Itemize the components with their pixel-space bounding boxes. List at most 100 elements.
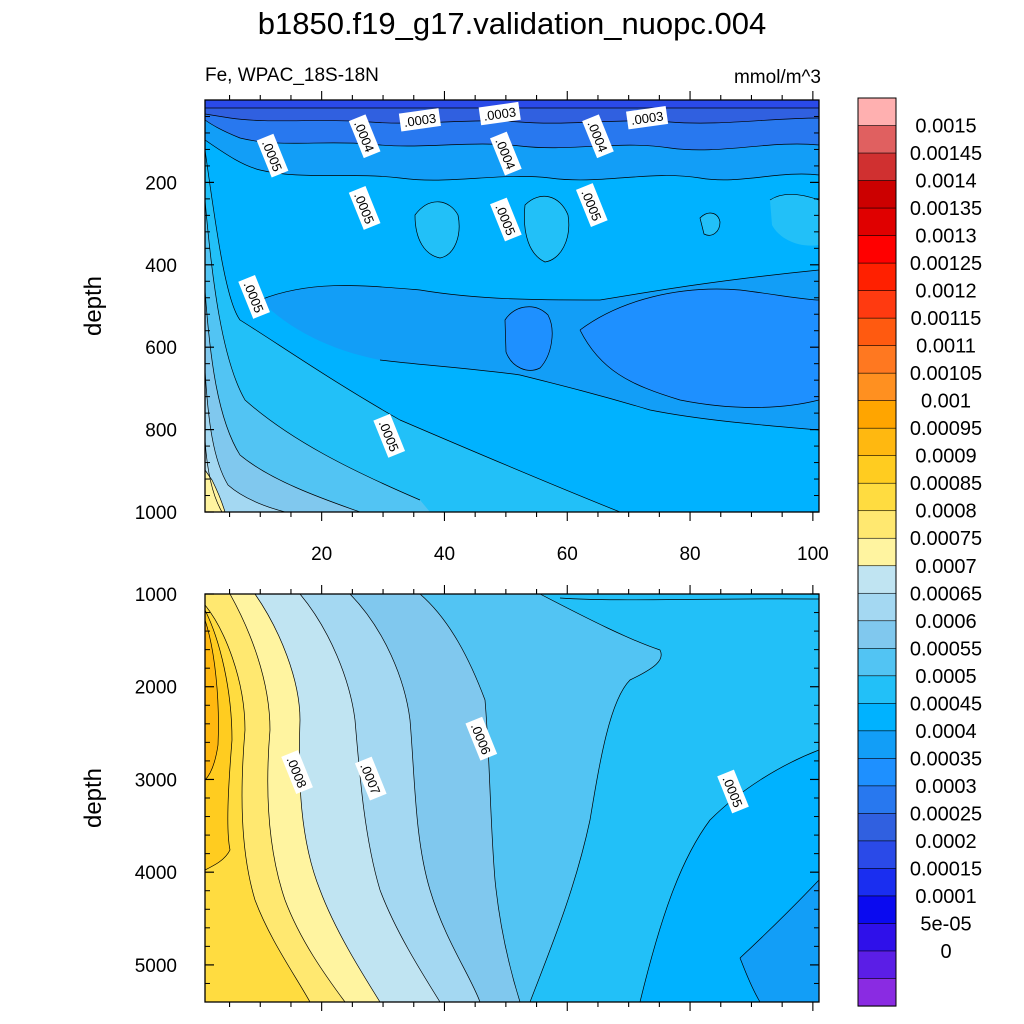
lower-axes: 1000 2000 3000 4000 5000 (135, 585, 819, 1011)
upper-fill-patch-d (700, 213, 720, 236)
upper-fill-deep-patch-mid (505, 306, 553, 371)
colorbar-label: 0.00145 (910, 143, 982, 165)
colorbar-swatch (857, 923, 897, 952)
contour-label-text: .0003 (630, 109, 664, 128)
x-tick-label: 40 (434, 544, 455, 565)
colorbar-label: 0.00115 (911, 308, 982, 330)
contour-label: .0003 (626, 106, 669, 130)
y-tick-label: 5000 (135, 956, 177, 977)
colorbar-label: 0.0011 (916, 336, 976, 358)
y-tick-label: 800 (145, 421, 177, 442)
colorbar-label: 0.00035 (910, 748, 982, 770)
colorbar-label: 0.0007 (915, 556, 976, 578)
contour-label: .0003 (398, 108, 441, 132)
colorbar-swatch (857, 895, 897, 925)
lower-contour-lines (205, 594, 819, 1002)
colorbar-swatch (857, 455, 897, 484)
colorbar-label: 0.00025 (910, 803, 982, 825)
contour-label-box (348, 114, 381, 159)
colorbar-label: 0.0004 (915, 721, 976, 743)
upper-axes: 200 400 600 800 1000 20 40 60 80 100 (135, 91, 829, 565)
colorbar-frame (857, 97, 897, 1007)
colorbar-swatch (857, 482, 897, 512)
colorbar-swatch (857, 400, 897, 429)
colorbar-swatch (857, 785, 897, 814)
colorbar-swatch (857, 290, 897, 319)
colorbar-label: 5e-05 (920, 913, 971, 935)
colorbar-swatch (857, 510, 897, 539)
colorbar-label: 0.0005 (915, 666, 976, 688)
colorbar-swatch (857, 592, 897, 622)
upper-fill-deeper-patch (580, 289, 819, 408)
upper-fill-patch-a (415, 201, 460, 258)
y-tick-label: 200 (145, 173, 177, 194)
contour-label: .0005 (348, 186, 381, 230)
colorbar-swatch (857, 97, 897, 127)
colorbar-swatch (857, 565, 897, 594)
colorbar-swatch (857, 317, 897, 347)
colorbar-label: 0.00065 (910, 583, 982, 605)
upper-fill-midblue-left (205, 200, 430, 512)
colorbar-label: 0.001 (921, 391, 971, 413)
colorbar-swatch (857, 730, 897, 759)
colorbar-label: 0.0008 (915, 501, 976, 523)
y-tick-label: 4000 (135, 863, 177, 884)
contour-label-text: .0003 (403, 111, 437, 130)
colorbar-label: 0.00055 (910, 638, 982, 660)
upper-panel: 200 400 600 800 1000 20 40 60 80 100 .0003 .0003 .0… (80, 91, 829, 565)
colorbar: 0.0015 0.00145 0.0014 0.00135 0.0013 0.00125 0… (857, 97, 982, 1007)
colorbar-label: 0.0003 (915, 776, 976, 798)
lower-fill-00085-band (205, 605, 310, 1002)
colorbar-swatch (857, 868, 897, 897)
colorbar-swatch (857, 950, 897, 980)
colorbar-label: 0.0015 (915, 116, 976, 138)
contour-label-box (490, 197, 522, 242)
chart-title: b1850.f19_g17.validation_nuopc.004 (257, 6, 767, 41)
colorbar-swatch (857, 235, 897, 264)
lower-y-axis-title: depth (80, 768, 107, 828)
colorbar-label: 0.0013 (915, 226, 976, 248)
variable-region-label: Fe, WPAC_18S-18N (205, 65, 379, 86)
colorbar-label: 0.00125 (910, 253, 982, 275)
units-label: mmol/m^3 (733, 67, 821, 88)
contour-label-box (478, 101, 521, 126)
contour-label-box (348, 186, 381, 230)
colorbar-label: 0.00135 (910, 198, 982, 220)
colorbar-label: 0.0014 (915, 171, 976, 193)
contour-label-box (281, 750, 313, 794)
contour-label-box (575, 183, 608, 227)
y-tick-label: 2000 (135, 678, 177, 699)
contour-label: .0003 (478, 101, 521, 126)
colorbar-label: 0.00045 (910, 693, 982, 715)
colorbar-swatch (857, 207, 897, 237)
contour-label: .0008 (281, 750, 313, 794)
contour-label-box (238, 275, 270, 319)
colorbar-label: 0.00085 (910, 473, 982, 495)
upper-contour-labels: .0003.0003.0003.0004.0004.0004.0005.0005… (238, 101, 669, 458)
lower-fill-00095-core (205, 620, 219, 780)
colorbar-swatch (857, 345, 897, 374)
contour-label-box (465, 716, 498, 761)
contour-label-box (354, 756, 387, 801)
colorbar-swatch (857, 840, 897, 870)
upper-fill-lighter-left (205, 150, 620, 512)
colorbar-swatch (857, 978, 897, 1007)
upper-plot-frame (204, 99, 820, 513)
colorbar-swatch (857, 125, 897, 154)
colorbar-swatch (857, 703, 897, 732)
upper-y-axis-title: depth (80, 276, 107, 336)
x-tick-label: 60 (557, 544, 578, 565)
y-tick-label: 600 (145, 338, 177, 359)
colorbar-label: 0.0001 (915, 886, 976, 908)
colorbar-label: 0 (940, 941, 951, 963)
y-tick-label: 1000 (135, 503, 177, 524)
contour-label-box (398, 108, 441, 132)
colorbar-swatch (857, 758, 897, 787)
colorbar-label: 0.00015 (910, 858, 982, 880)
colorbar-swatch (857, 262, 897, 292)
colorbar-swatch (857, 372, 897, 402)
y-tick-label: 1000 (135, 585, 177, 606)
contour-label-box (256, 133, 289, 178)
